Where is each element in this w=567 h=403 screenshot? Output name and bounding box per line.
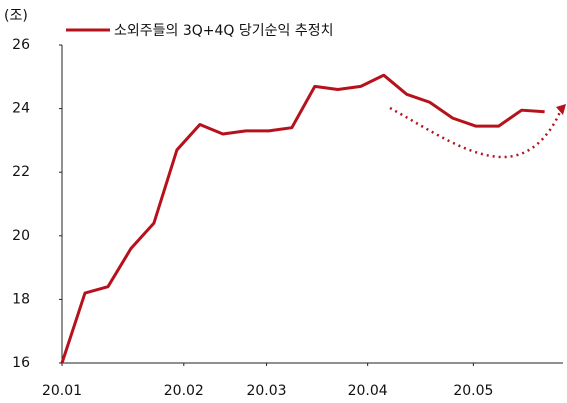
x-tick-label: 20.05 bbox=[453, 383, 493, 399]
x-tick-label: 20.02 bbox=[164, 383, 204, 399]
y-tick-label: 22 bbox=[12, 164, 30, 180]
y-unit-label: (조) bbox=[4, 8, 28, 24]
series-line bbox=[60, 73, 545, 364]
y-tick-label: 24 bbox=[12, 101, 30, 117]
x-tick-label: 20.04 bbox=[348, 383, 388, 399]
y-tick-label: 26 bbox=[12, 37, 30, 53]
x-tick-label: 20.01 bbox=[42, 383, 82, 399]
y-tick-label: 16 bbox=[12, 355, 30, 371]
trend-arrow bbox=[389, 106, 562, 159]
x-tick-label: 20.03 bbox=[246, 383, 286, 399]
y-tick-label: 20 bbox=[12, 228, 30, 244]
y-tick-label: 18 bbox=[12, 291, 30, 307]
legend-label: 소외주들의 3Q+4Q 당기순익 추정치 bbox=[114, 23, 334, 39]
arrow-head bbox=[556, 104, 566, 115]
